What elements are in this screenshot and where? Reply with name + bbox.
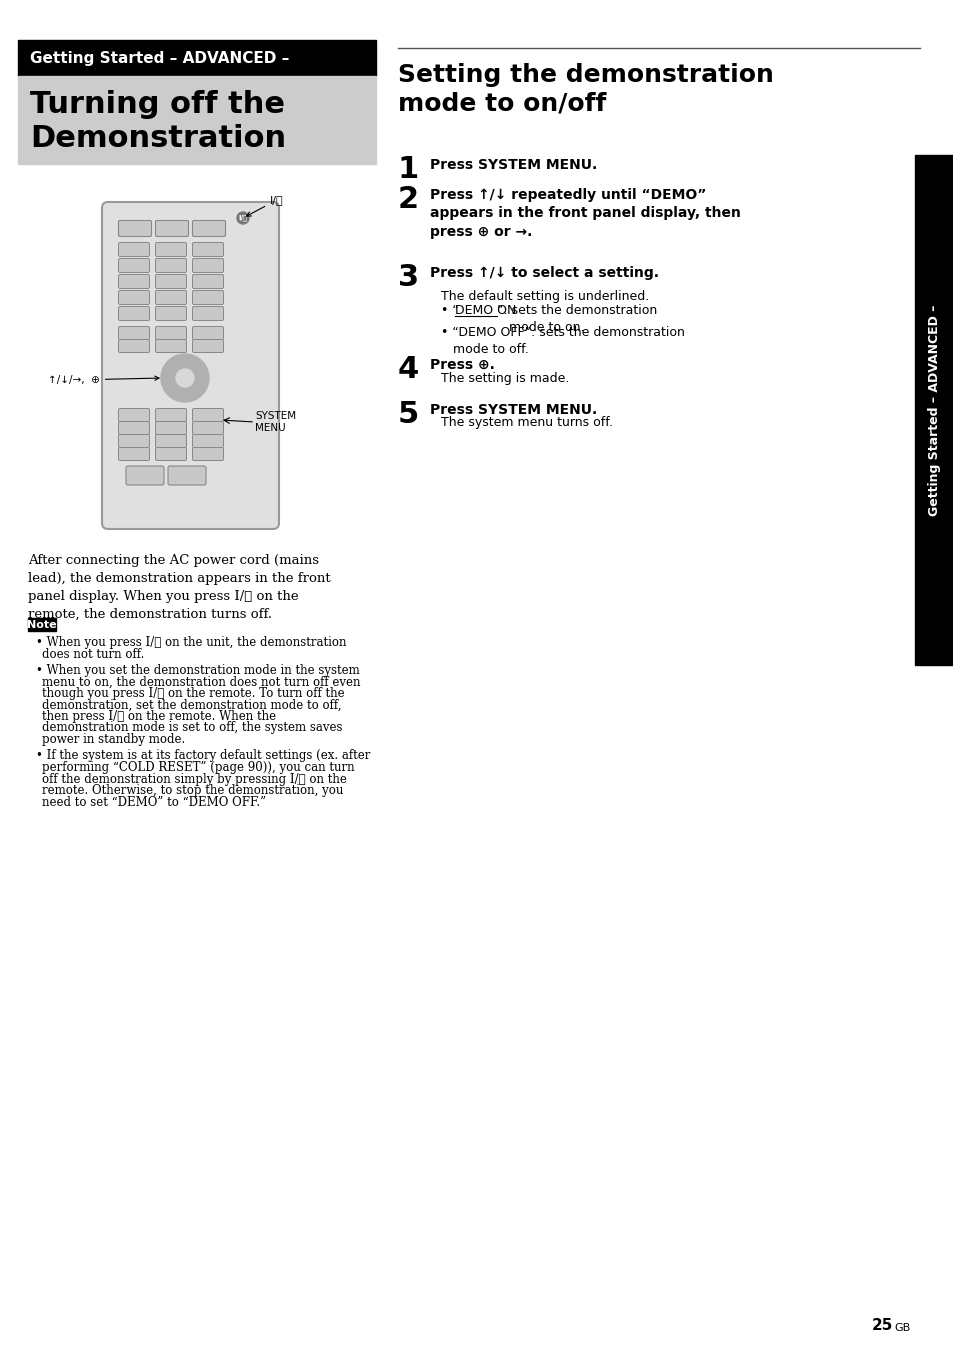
FancyBboxPatch shape [155, 258, 186, 273]
Text: The default setting is underlined.: The default setting is underlined. [440, 289, 649, 303]
Text: • If the system is at its factory default settings (ex. after: • If the system is at its factory defaul… [36, 749, 370, 763]
FancyBboxPatch shape [118, 326, 150, 339]
FancyBboxPatch shape [118, 274, 150, 288]
FancyBboxPatch shape [155, 274, 186, 288]
Text: Setting the demonstration
mode to on/off: Setting the demonstration mode to on/off [397, 64, 773, 116]
Circle shape [236, 212, 249, 224]
Text: I/⏻: I/⏻ [238, 215, 248, 222]
Text: Press SYSTEM MENU.: Press SYSTEM MENU. [430, 158, 597, 172]
FancyBboxPatch shape [193, 274, 223, 288]
Text: The setting is made.: The setting is made. [440, 372, 569, 385]
Text: • When you press I/⏻ on the unit, the demonstration: • When you press I/⏻ on the unit, the de… [36, 635, 346, 649]
FancyBboxPatch shape [155, 242, 186, 257]
FancyBboxPatch shape [193, 258, 223, 273]
FancyBboxPatch shape [155, 326, 186, 339]
FancyBboxPatch shape [118, 339, 150, 353]
Text: 5: 5 [397, 400, 418, 429]
Text: 1: 1 [397, 155, 418, 184]
FancyBboxPatch shape [155, 448, 186, 461]
Text: off the demonstration simply by pressing I/⏻ on the: off the demonstration simply by pressing… [42, 772, 347, 786]
FancyBboxPatch shape [118, 220, 152, 237]
FancyBboxPatch shape [193, 422, 223, 434]
FancyBboxPatch shape [193, 291, 223, 304]
Bar [18, 76, 375, 164]
Text: Press ⊕.: Press ⊕. [430, 358, 495, 372]
FancyBboxPatch shape [193, 326, 223, 339]
Circle shape [175, 369, 193, 387]
Text: ↑/↓/→,  ⊕: ↑/↓/→, ⊕ [48, 375, 159, 385]
Text: need to set “DEMO” to “DEMO OFF.”: need to set “DEMO” to “DEMO OFF.” [42, 795, 266, 808]
FancyBboxPatch shape [126, 466, 164, 485]
Text: menu to on, the demonstration does not turn off even: menu to on, the demonstration does not t… [42, 676, 360, 688]
Text: Getting Started – ADVANCED –: Getting Started – ADVANCED – [30, 50, 289, 65]
Text: The system menu turns off.: The system menu turns off. [440, 416, 612, 429]
Text: Getting Started – ADVANCED –: Getting Started – ADVANCED – [927, 304, 940, 515]
Text: though you press I/⏻ on the remote. To turn off the: though you press I/⏻ on the remote. To t… [42, 687, 344, 700]
Bar [914, 155, 953, 665]
Text: 25: 25 [871, 1318, 892, 1333]
Text: Press ↑/↓ repeatedly until “DEMO”
appears in the front panel display, then
press: Press ↑/↓ repeatedly until “DEMO” appear… [430, 188, 740, 239]
Text: demonstration, set the demonstration mode to off,: demonstration, set the demonstration mod… [42, 699, 341, 711]
FancyBboxPatch shape [118, 242, 150, 257]
FancyBboxPatch shape [155, 220, 189, 237]
Text: SYSTEM
MENU: SYSTEM MENU [254, 411, 295, 433]
Text: demonstration mode is set to off, the system saves: demonstration mode is set to off, the sy… [42, 722, 342, 734]
Text: • When you set the demonstration mode in the system: • When you set the demonstration mode in… [36, 664, 359, 677]
FancyBboxPatch shape [118, 422, 150, 434]
FancyBboxPatch shape [193, 408, 223, 422]
Text: 2: 2 [397, 185, 418, 214]
FancyBboxPatch shape [168, 466, 206, 485]
FancyBboxPatch shape [102, 201, 278, 529]
Text: I/⏻: I/⏻ [246, 195, 283, 216]
FancyBboxPatch shape [193, 220, 225, 237]
Bar [28, 618, 56, 631]
FancyBboxPatch shape [155, 434, 186, 448]
FancyBboxPatch shape [118, 291, 150, 304]
FancyBboxPatch shape [155, 339, 186, 353]
Text: • “DEMO OFF”: sets the demonstration
   mode to off.: • “DEMO OFF”: sets the demonstration mod… [440, 326, 684, 356]
FancyBboxPatch shape [118, 258, 150, 273]
Text: DEMO ON: DEMO ON [455, 304, 516, 316]
Text: Press ↑/↓ to select a setting.: Press ↑/↓ to select a setting. [430, 266, 659, 280]
Text: remote. Otherwise, to stop the demonstration, you: remote. Otherwise, to stop the demonstra… [42, 784, 343, 796]
Text: GB: GB [893, 1324, 909, 1333]
Circle shape [161, 354, 209, 402]
FancyBboxPatch shape [193, 242, 223, 257]
FancyBboxPatch shape [155, 307, 186, 320]
Text: Note: Note [27, 619, 57, 630]
FancyBboxPatch shape [155, 422, 186, 434]
Text: 3: 3 [397, 264, 418, 292]
Text: performing “COLD RESET” (page 90)), you can turn: performing “COLD RESET” (page 90)), you … [42, 761, 355, 773]
FancyBboxPatch shape [193, 339, 223, 353]
Text: ”: sets the demonstration
   mode to on.: ”: sets the demonstration mode to on. [497, 304, 657, 334]
Text: then press I/⏻ on the remote. When the: then press I/⏻ on the remote. When the [42, 710, 275, 723]
FancyBboxPatch shape [155, 408, 186, 422]
Text: Press SYSTEM MENU.: Press SYSTEM MENU. [430, 403, 597, 416]
Text: 4: 4 [397, 356, 418, 384]
Text: power in standby mode.: power in standby mode. [42, 733, 185, 746]
Text: • “: • “ [440, 304, 458, 316]
FancyBboxPatch shape [193, 307, 223, 320]
FancyBboxPatch shape [118, 434, 150, 448]
FancyBboxPatch shape [155, 291, 186, 304]
FancyBboxPatch shape [118, 448, 150, 461]
FancyBboxPatch shape [193, 448, 223, 461]
Text: does not turn off.: does not turn off. [42, 648, 144, 661]
FancyBboxPatch shape [118, 307, 150, 320]
FancyBboxPatch shape [193, 434, 223, 448]
FancyBboxPatch shape [118, 408, 150, 422]
Bar [18, 41, 375, 76]
Text: Turning off the
Demonstration: Turning off the Demonstration [30, 91, 286, 153]
Text: After connecting the AC power cord (mains
lead), the demonstration appears in th: After connecting the AC power cord (main… [28, 554, 331, 621]
